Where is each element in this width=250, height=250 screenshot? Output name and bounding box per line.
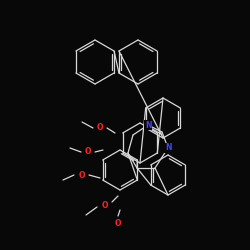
Text: O: O <box>79 170 85 179</box>
Text: N: N <box>145 120 151 130</box>
Text: O: O <box>115 218 121 228</box>
Text: O: O <box>102 200 108 209</box>
Text: N: N <box>165 144 171 152</box>
Text: O: O <box>97 124 103 132</box>
Text: O: O <box>85 148 91 156</box>
